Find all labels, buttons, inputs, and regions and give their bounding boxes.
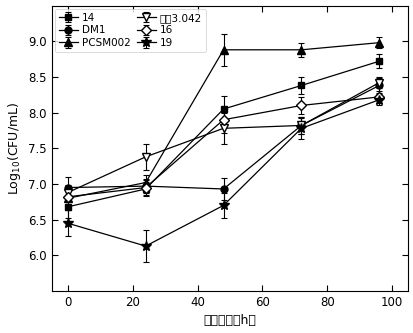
Y-axis label: Log$_{10}$(CFU/mL): Log$_{10}$(CFU/mL): [5, 102, 22, 195]
Legend: 14, DM1, PCSM002, 沪酶3.042, 16, 19: 14, DM1, PCSM002, 沪酶3.042, 16, 19: [55, 9, 206, 52]
X-axis label: 培养时间（h）: 培养时间（h）: [203, 314, 256, 327]
